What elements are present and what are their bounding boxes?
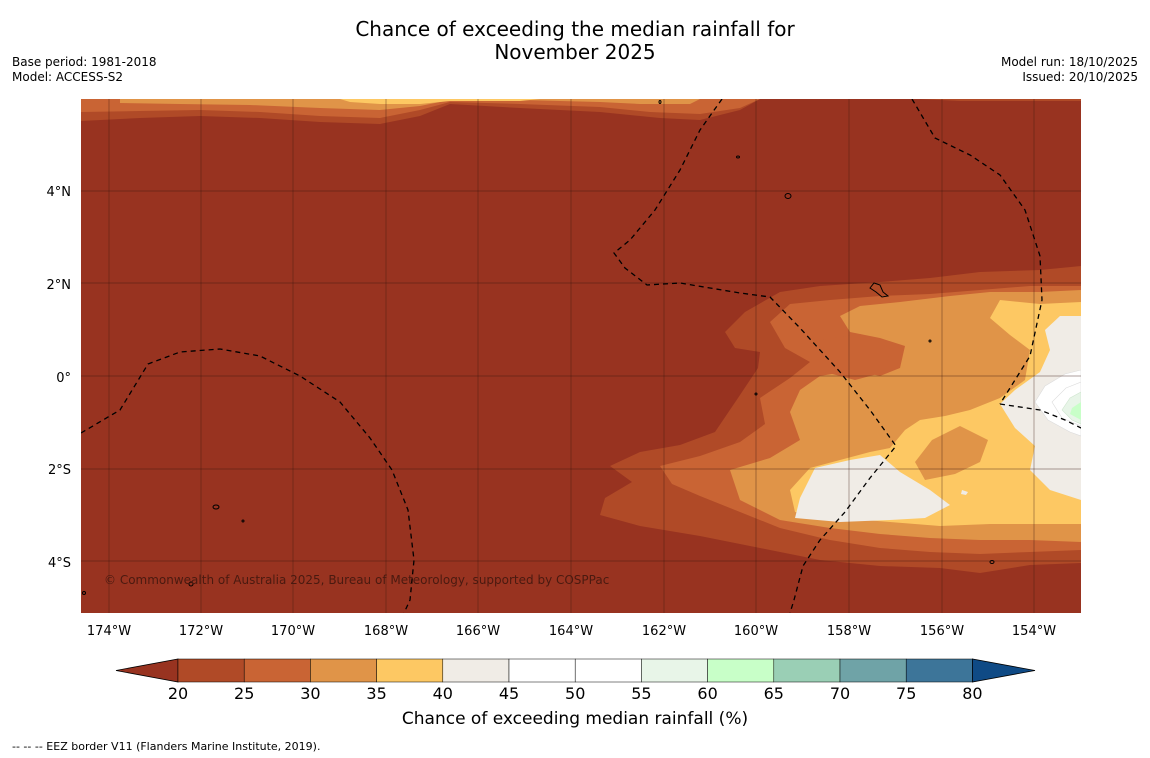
colorbar-segment xyxy=(177,658,245,683)
colorbar-segment xyxy=(707,658,775,683)
north-band-35 xyxy=(120,99,700,110)
map-gridlines xyxy=(81,99,1081,613)
lat-label-0: 0° xyxy=(56,371,71,386)
lon-label-154w: 154°W xyxy=(1012,624,1056,639)
se-band-45 xyxy=(795,316,1081,522)
eez-border-east xyxy=(911,99,1043,405)
colorbar: 20 25 30 35 40 45 50 55 60 65 70 75 80 xyxy=(115,658,1036,703)
colorbar-segment xyxy=(508,658,576,683)
colorbar-extend-high xyxy=(972,658,1036,683)
rainfall-map: © Commonwealth of Australia 2025, Bureau… xyxy=(81,99,1081,613)
colorbar-tick-label: 25 xyxy=(234,684,254,703)
colorbar-extend-low xyxy=(115,658,179,683)
colorbar-tick-label: 20 xyxy=(168,684,188,703)
base-period: Base period: 1981-2018 xyxy=(12,55,157,69)
eez-border-central xyxy=(613,99,897,613)
lon-label-158w: 158°W xyxy=(827,624,871,639)
lat-axis-labels: 4°N 2°N 0° 2°S 4°S xyxy=(47,185,72,571)
issued-date: Issued: 20/10/2025 xyxy=(1022,70,1138,84)
colorbar-segment xyxy=(839,658,907,683)
lon-label-156w: 156°W xyxy=(920,624,964,639)
meta-left: Base period: 1981-2018 Model: ACCESS-S2 xyxy=(12,55,157,85)
map-title: Chance of exceeding the median rainfall … xyxy=(0,18,1150,64)
colorbar-tick-label: 65 xyxy=(764,684,784,703)
meta-right: Model run: 18/10/2025 Issued: 20/10/2025 xyxy=(1001,55,1138,85)
lon-label-172w: 172°W xyxy=(179,624,223,639)
colorbar-label: Chance of exceeding median rainfall (%) xyxy=(401,709,749,729)
eez-border-west xyxy=(81,348,415,613)
colorbar-tick-label: 60 xyxy=(697,684,717,703)
title-line-2: November 2025 xyxy=(494,40,656,64)
lon-axis-labels: 174°W 172°W 170°W 168°W 166°W 164°W 162°… xyxy=(87,624,1056,639)
colorbar-segment xyxy=(574,658,642,683)
colorbar-segment xyxy=(773,658,841,683)
colorbar-tick-label: 75 xyxy=(896,684,916,703)
colorbar-tick-label: 35 xyxy=(366,684,386,703)
lat-label-2s: 2°S xyxy=(48,463,71,478)
colorbar-segment xyxy=(376,658,444,683)
lon-label-160w: 160°W xyxy=(734,624,778,639)
colorbar-tick-label: 70 xyxy=(830,684,850,703)
lon-label-174w: 174°W xyxy=(87,624,131,639)
model-run: Model run: 18/10/2025 xyxy=(1000,55,1138,69)
colorbar-tick-label: 30 xyxy=(300,684,320,703)
colorbar-segment xyxy=(641,658,708,683)
lon-label-164w: 164°W xyxy=(549,624,593,639)
colorbar-segment xyxy=(310,658,377,683)
islands xyxy=(82,100,995,595)
eez-borders xyxy=(81,99,1081,613)
colorbar-tick-label: 45 xyxy=(499,684,519,703)
se-band-35-interior xyxy=(815,334,890,380)
se-band-65 xyxy=(1070,402,1081,420)
colorbar-tick-label: 80 xyxy=(962,684,982,703)
colorbar-segment xyxy=(442,658,510,683)
lat-label-2n: 2°N xyxy=(47,278,72,293)
lon-label-168w: 168°W xyxy=(364,624,408,639)
colorbar-segment xyxy=(243,658,311,683)
lat-label-4s: 4°S xyxy=(48,556,71,571)
colorbar-tick-label: 40 xyxy=(433,684,453,703)
eez-footnote: -- -- -- EEZ border V11 (Flanders Marine… xyxy=(12,740,321,753)
colorbar-segment xyxy=(905,658,973,683)
copyright-text: © Commonwealth of Australia 2025, Bureau… xyxy=(104,573,609,587)
model-name: Model: ACCESS-S2 xyxy=(12,70,124,84)
lon-label-162w: 162°W xyxy=(642,624,686,639)
colorbar-tick-label: 55 xyxy=(631,684,651,703)
colorbar-tick-label: 50 xyxy=(565,684,585,703)
eez-border-east-tail xyxy=(999,403,1081,429)
lon-label-170w: 170°W xyxy=(271,624,315,639)
lon-label-166w: 166°W xyxy=(456,624,500,639)
north-band-40 xyxy=(340,99,540,104)
lat-label-4n: 4°N xyxy=(47,185,72,200)
title-line-1: Chance of exceeding the median rainfall … xyxy=(355,17,795,41)
